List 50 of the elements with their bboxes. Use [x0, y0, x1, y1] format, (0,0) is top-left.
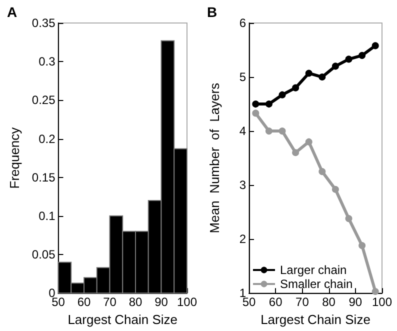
point	[372, 42, 379, 50]
point	[345, 215, 352, 222]
point	[332, 62, 339, 70]
point	[292, 149, 300, 156]
y-tick-label: 0.05	[32, 248, 56, 262]
y-axis-title: Frequency	[7, 126, 22, 189]
y-tick-label: 4	[239, 124, 246, 138]
x-axis-title: Largest Chain Size	[68, 312, 178, 327]
x-tick-label: 90	[154, 295, 168, 310]
chart-title: A	[7, 4, 18, 20]
x-axis-title: Largest Chain Size	[260, 312, 370, 327]
y-axis-title: Mean Number of Layers	[207, 82, 222, 234]
x-tick-label: 100	[372, 295, 392, 310]
point	[252, 110, 260, 117]
y-tick-label: 3	[239, 178, 246, 192]
y-tick-label: 0.15	[32, 170, 56, 184]
x-tick-label: 80	[322, 295, 336, 310]
y-tick-label: 2	[239, 232, 246, 246]
point	[305, 70, 312, 77]
point	[292, 84, 300, 92]
x-tick-label: 70	[296, 295, 310, 310]
legend-label: Larger chain	[280, 263, 347, 277]
legend-label: Smaller chain	[280, 277, 353, 291]
x-tick-label: 60	[77, 295, 91, 310]
y-tick-label: 5	[239, 70, 246, 84]
y-tick-label: 6	[239, 16, 246, 30]
point	[318, 74, 326, 81]
x-tick-label: 70	[103, 295, 117, 310]
y-tick-label: 0.1	[38, 208, 56, 223]
point	[358, 52, 366, 59]
point	[278, 128, 286, 135]
point	[252, 100, 260, 108]
y-tick-label: 0.2	[38, 132, 56, 146]
point	[265, 100, 272, 108]
point	[332, 186, 339, 193]
x-tick-label: 80	[128, 295, 142, 310]
point	[345, 56, 352, 63]
point	[318, 168, 326, 176]
point	[265, 128, 272, 135]
x-tick-label: 90	[348, 295, 362, 310]
x-tick-label: 60	[268, 295, 283, 310]
y-tick-label: 0.25	[32, 93, 56, 108]
x-tick-label: 100	[176, 295, 198, 310]
point	[305, 138, 312, 146]
point	[372, 288, 379, 295]
y-tick-label: 0.3	[38, 54, 56, 69]
y-tick-label: 0.35	[32, 16, 56, 30]
point	[278, 91, 286, 98]
chart-title: B	[207, 4, 218, 20]
point	[358, 242, 366, 250]
